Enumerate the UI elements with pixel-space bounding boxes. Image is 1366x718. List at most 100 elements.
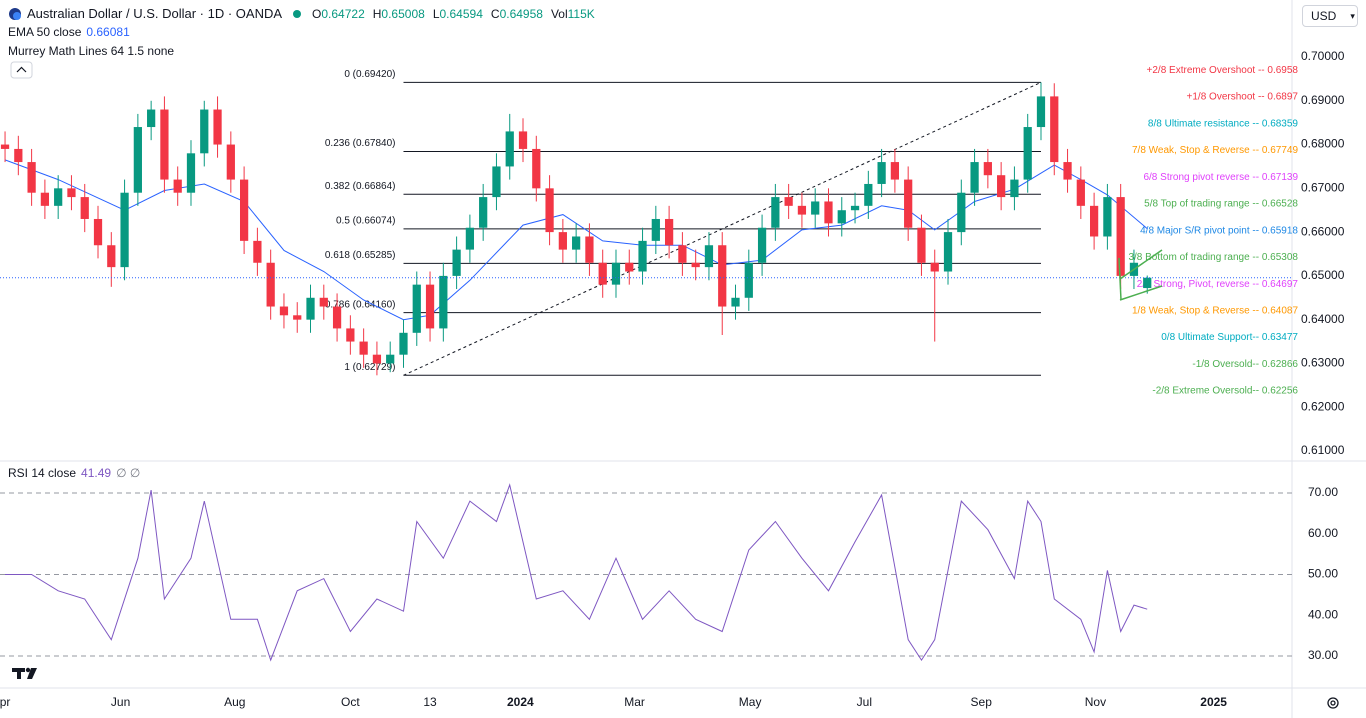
x-tick-label: Oct — [341, 695, 360, 709]
candle-body — [1143, 277, 1152, 289]
fib-label: 0.786 (0.64160) — [325, 299, 396, 310]
candle-body — [585, 236, 594, 263]
candle-body — [904, 179, 913, 228]
market-dot — [293, 9, 302, 18]
rsi-flags: ∅ ∅ — [116, 466, 141, 480]
candle-body — [80, 197, 89, 219]
fib-label: 0.5 (0.66074) — [336, 216, 396, 227]
candle-body — [479, 197, 488, 228]
ohlc-item: O0.64722 — [312, 7, 365, 21]
candle-body — [40, 192, 50, 206]
candle-body — [638, 240, 647, 272]
tradingview-logo — [12, 667, 37, 679]
y-tick-label: 0.68000 — [1301, 137, 1345, 151]
y-tick-label: 30.00 — [1308, 648, 1338, 662]
candle-body — [837, 210, 846, 224]
ohlc-values: O0.64722 H0.65008 L0.64594 C0.64958 Vol115K — [312, 7, 595, 21]
candle-body — [319, 297, 328, 307]
pattern-lines — [1118, 249, 1163, 301]
candle-body — [718, 245, 727, 307]
ohlc-label: L — [432, 6, 440, 21]
ohlc-item: Vol115K — [551, 7, 595, 21]
y-tick-label: 0.69000 — [1301, 93, 1345, 107]
x-tick-label: Mar — [624, 695, 645, 709]
candle-body — [943, 232, 953, 272]
ohlc-item: L0.64594 — [433, 7, 483, 21]
symbol-legend: Australian Dollar / U.S. Dollar · 1D · O… — [8, 6, 595, 21]
currency: USD — [1311, 9, 1337, 23]
ohlc-label: H — [372, 6, 382, 21]
murrey-label: -1/8 Oversold-- 0.62866 — [1192, 359, 1298, 370]
y-tick-label: 0.61000 — [1301, 443, 1345, 457]
candle-body — [386, 354, 395, 364]
candle-body — [691, 262, 700, 268]
candle-body — [226, 144, 235, 180]
candle-body — [1023, 127, 1032, 180]
ohlc-label: C — [490, 6, 500, 21]
candle-body — [133, 127, 142, 193]
currency-button[interactable]: USD ▾ — [1302, 5, 1358, 27]
candle-body — [239, 179, 249, 241]
ohlc-value: 115K — [567, 6, 595, 21]
fib-label: 0.236 (0.67840) — [325, 138, 396, 149]
candle-body — [1076, 179, 1085, 206]
x-tick-label: Sep — [971, 695, 993, 709]
candle-body — [1036, 96, 1046, 128]
settings-icon[interactable] — [1327, 697, 1339, 709]
x-tick-label: May — [739, 695, 762, 709]
candle-body — [14, 148, 23, 163]
y-tick-label: 0.62000 — [1301, 399, 1345, 413]
candle-body — [970, 162, 979, 193]
candle-body — [120, 192, 129, 268]
candle-body — [332, 306, 342, 329]
candle-body — [877, 162, 886, 184]
candle-body — [625, 262, 634, 272]
ema-value: 0.66081 — [86, 25, 130, 39]
candle-body — [253, 240, 262, 263]
candle-body — [399, 332, 408, 355]
candle-body — [957, 192, 966, 233]
candle-body — [917, 227, 926, 263]
candle-body — [147, 109, 156, 128]
candle-body — [678, 245, 687, 263]
candle-body — [213, 109, 222, 145]
candle-body — [890, 162, 900, 180]
candle-body — [558, 232, 567, 250]
x-tick-label: Nov — [1085, 695, 1106, 709]
ema-line — [4, 159, 1148, 321]
candle-body — [651, 218, 660, 241]
candle-body — [797, 205, 807, 215]
candle-body — [598, 262, 607, 285]
candle-body — [67, 188, 76, 198]
candle-body — [664, 218, 674, 246]
candle-body — [279, 306, 289, 316]
candle-body — [54, 188, 63, 206]
price-pane: +2/8 Extreme Overshoot -- 0.6958 +1/8 Ove… — [0, 65, 1298, 397]
y-tick-label: 0.65000 — [1301, 268, 1345, 282]
candle-body — [1063, 162, 1072, 180]
candle-body — [545, 188, 554, 233]
fib-label: 0.382 (0.66864) — [325, 181, 396, 192]
candle-body — [173, 179, 182, 193]
candle-body — [359, 341, 368, 355]
candle-body — [771, 197, 780, 228]
x-tick-label: 2024 — [507, 695, 534, 709]
ohlc-value: 0.64594 — [439, 6, 483, 21]
y-tick-label: 70.00 — [1308, 485, 1338, 499]
candle-body — [864, 183, 873, 206]
candle-body — [425, 284, 435, 329]
x-tick-label: pr — [0, 695, 10, 709]
candle-body — [611, 262, 621, 285]
murrey-note: Murrey Math Lines 64 1.5 none — [8, 44, 175, 58]
axes: 0.70000 0.69000 0.68000 0.67000 0.66000 0.650… — [0, 49, 1345, 709]
fib-label: 1 (0.62729) — [344, 362, 395, 373]
collapse-button[interactable] — [10, 61, 33, 79]
candle-body — [1050, 96, 1059, 163]
y-tick-label: 0.70000 — [1301, 49, 1345, 63]
murrey-label: 0/8 Ultimate Support-- 0.63477 — [1161, 332, 1298, 343]
rsi-value: 41.49 — [81, 466, 112, 480]
ohlc-value: 0.64958 — [499, 6, 543, 21]
y-tick-label: 0.63000 — [1301, 356, 1345, 370]
murrey-legend: Murrey Math Lines 64 1.5 none — [8, 44, 174, 58]
